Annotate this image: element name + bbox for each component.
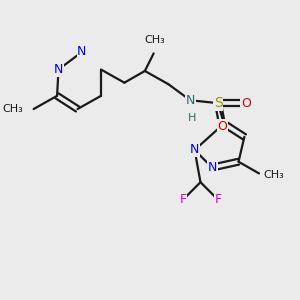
Text: CH₃: CH₃ xyxy=(145,34,166,45)
Text: N: N xyxy=(77,45,87,58)
Text: N: N xyxy=(185,94,195,107)
Text: N: N xyxy=(208,161,217,174)
Text: N: N xyxy=(190,143,199,157)
Text: CH₃: CH₃ xyxy=(3,104,23,114)
Text: F: F xyxy=(179,193,187,206)
Text: CH₃: CH₃ xyxy=(263,170,284,180)
Text: H: H xyxy=(188,113,196,123)
Text: F: F xyxy=(214,193,222,206)
Text: O: O xyxy=(218,120,227,133)
Text: S: S xyxy=(214,96,222,110)
Text: N: N xyxy=(54,63,63,76)
Text: O: O xyxy=(241,97,251,110)
